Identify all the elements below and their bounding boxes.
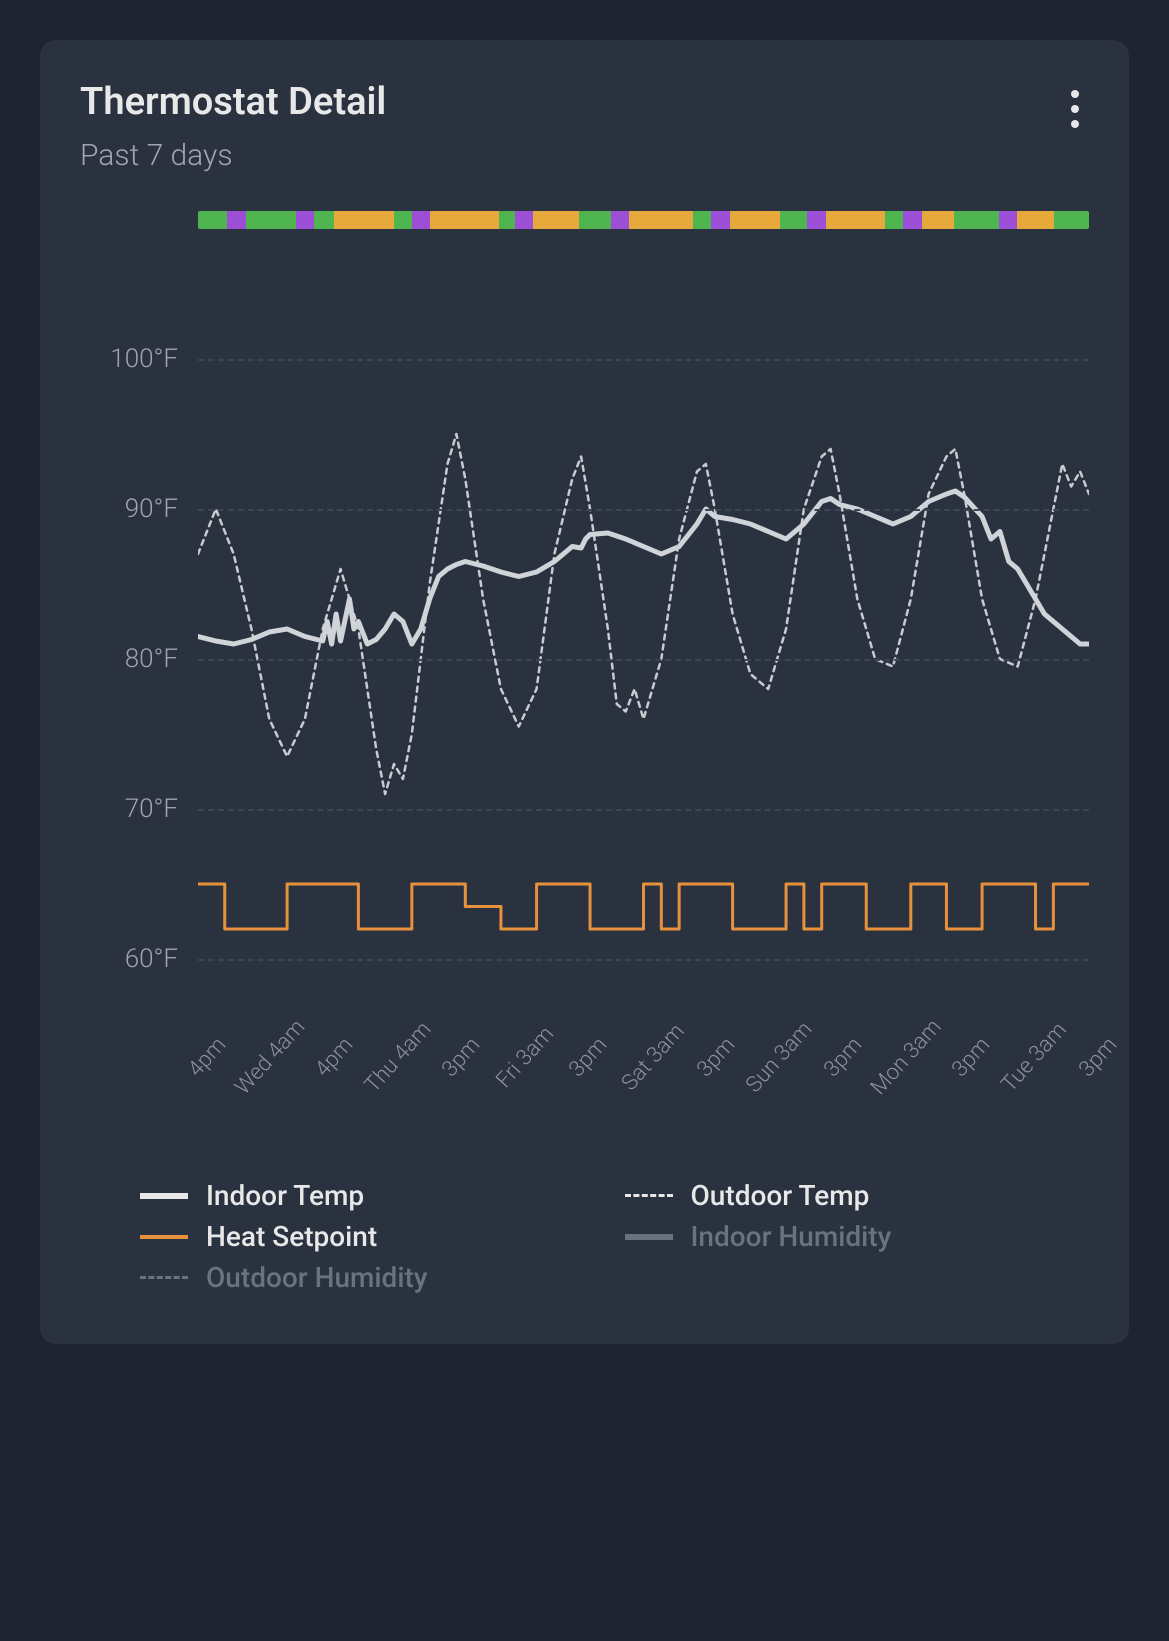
legend-item: Indoor Humidity xyxy=(625,1220,1090,1253)
legend-swatch xyxy=(140,1235,188,1239)
status-segment xyxy=(711,211,729,229)
legend-swatch xyxy=(140,1276,188,1279)
thermostat-card: Thermostat Detail Past 7 days 100°F 90°F 8… xyxy=(40,40,1129,1344)
legend-swatch xyxy=(625,1194,673,1197)
status-segment xyxy=(515,211,533,229)
legend-item: Indoor Temp xyxy=(140,1179,605,1212)
status-segment xyxy=(296,211,314,229)
more-menu-icon[interactable] xyxy=(1061,80,1089,138)
x-tick-label: 4pm xyxy=(183,1033,231,1082)
y-tick-label: 70°F xyxy=(125,794,178,824)
chart-legend: Indoor Temp Outdoor Temp Heat Setpoint Indo… xyxy=(140,1179,1089,1294)
x-tick-label: 3pm xyxy=(819,1033,867,1082)
legend-item: Outdoor Humidity xyxy=(140,1261,605,1294)
legend-label: Indoor Temp xyxy=(206,1179,364,1212)
status-segment xyxy=(826,211,885,229)
status-segment xyxy=(693,211,711,229)
status-segment xyxy=(394,211,412,229)
status-segment xyxy=(807,211,825,229)
status-segment xyxy=(412,211,430,229)
status-segment xyxy=(430,211,499,229)
status-segment xyxy=(198,211,227,229)
status-segment xyxy=(885,211,903,229)
status-segment xyxy=(780,211,807,229)
card-title: Thermostat Detail xyxy=(80,80,386,124)
outdoor_temp-line xyxy=(198,434,1089,794)
legend-label: Heat Setpoint xyxy=(206,1220,377,1253)
legend-label: Outdoor Temp xyxy=(691,1179,870,1212)
status-segment xyxy=(533,211,579,229)
x-tick-label: Wed 4am xyxy=(231,1015,311,1100)
chart-area: 100°F 90°F 80°F 70°F 60°F xyxy=(80,299,1089,1019)
legend-item: Outdoor Temp xyxy=(625,1179,1090,1212)
status-segment xyxy=(903,211,921,229)
status-segment xyxy=(499,211,515,229)
y-tick-label: 60°F xyxy=(125,944,178,974)
x-tick-label: Sat 3am xyxy=(616,1019,689,1096)
status-segment xyxy=(1054,211,1089,229)
x-axis-labels: 4pmWed 4am4pmThu 4am3pmFri 3am3pmSat 3am… xyxy=(198,1039,1089,1129)
x-tick-label: 3pm xyxy=(947,1033,995,1082)
x-tick-label: 4pm xyxy=(310,1033,358,1082)
status-segment xyxy=(611,211,629,229)
status-segment xyxy=(954,211,1000,229)
card-subtitle: Past 7 days xyxy=(80,138,386,173)
legend-swatch xyxy=(625,1234,673,1240)
y-tick-label: 100°F xyxy=(110,344,178,374)
x-tick-label: Sun 3am xyxy=(741,1017,817,1098)
status-segment xyxy=(227,211,245,229)
chart-plot xyxy=(198,299,1089,1019)
y-tick-label: 90°F xyxy=(125,494,178,524)
status-segment xyxy=(629,211,693,229)
y-axis-labels: 100°F 90°F 80°F 70°F 60°F xyxy=(80,299,198,1019)
legend-label: Indoor Humidity xyxy=(691,1220,892,1253)
y-tick-label: 80°F xyxy=(125,644,178,674)
header-text: Thermostat Detail Past 7 days xyxy=(80,80,386,173)
card-header: Thermostat Detail Past 7 days xyxy=(80,80,1089,173)
x-tick-label: 3pm xyxy=(437,1033,485,1082)
x-tick-label: Tue 3am xyxy=(997,1018,1072,1097)
legend-swatch xyxy=(140,1193,188,1199)
gridline xyxy=(198,659,1089,661)
status-segment xyxy=(922,211,954,229)
status-segment xyxy=(730,211,780,229)
x-tick-label: 3pm xyxy=(565,1033,613,1082)
status-segment xyxy=(579,211,611,229)
status-segment xyxy=(314,211,334,229)
gridline xyxy=(198,809,1089,811)
heat_setpoint-line xyxy=(198,884,1089,929)
indoor_temp-line xyxy=(198,491,1089,644)
gridline xyxy=(198,509,1089,511)
legend-label: Outdoor Humidity xyxy=(206,1261,428,1294)
status-bar xyxy=(198,211,1089,229)
x-tick-label: Thu 4am xyxy=(360,1017,436,1098)
gridline xyxy=(198,959,1089,961)
status-segment xyxy=(999,211,1017,229)
status-segment xyxy=(334,211,393,229)
x-tick-label: 3pm xyxy=(1074,1033,1122,1082)
legend-item: Heat Setpoint xyxy=(140,1220,605,1253)
x-tick-label: Fri 3am xyxy=(492,1022,560,1093)
x-tick-label: Mon 3am xyxy=(867,1015,947,1100)
x-tick-label: 3pm xyxy=(692,1033,740,1082)
gridline xyxy=(198,359,1089,361)
status-segment xyxy=(1017,211,1054,229)
status-segment xyxy=(246,211,296,229)
